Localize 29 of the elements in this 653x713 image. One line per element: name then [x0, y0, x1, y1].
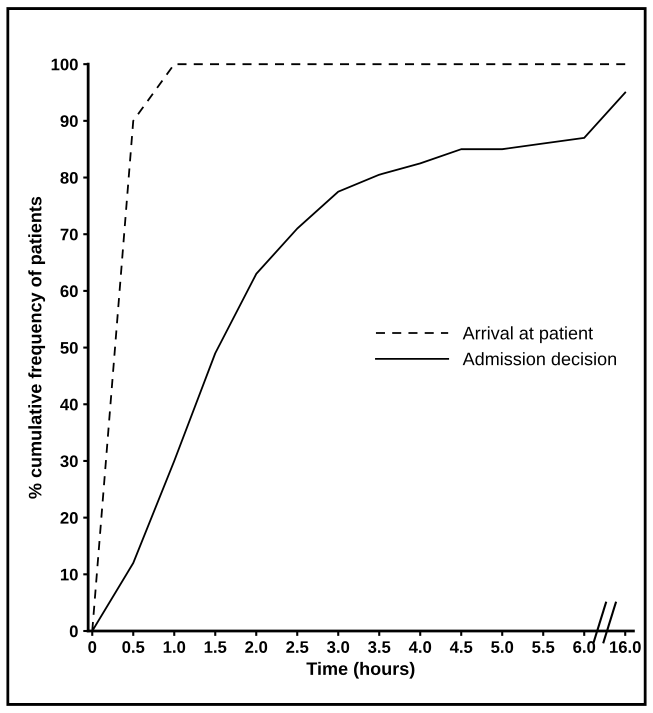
y-tick-label: 0 — [70, 625, 78, 638]
x-tick-label: 1.0 — [164, 641, 186, 653]
x-tick-label: 1.5 — [204, 641, 226, 653]
x-tick-label: 2.0 — [245, 641, 268, 653]
y-tick-label: 10 — [60, 568, 78, 581]
legend-label: Arrival at patient — [462, 326, 593, 344]
x-tick-label: 3.0 — [327, 641, 350, 653]
y-tick-label: 70 — [60, 228, 78, 240]
x-tick-label: 2.5 — [286, 641, 308, 653]
y-tick-label: 60 — [60, 285, 78, 298]
x-tick-label: 4.5 — [450, 641, 472, 653]
y-tick-label: 50 — [60, 342, 78, 354]
x-axis-title: Time (hours) — [306, 662, 414, 679]
y-tick-label: 40 — [60, 398, 78, 410]
x-tick-label: 4.0 — [408, 641, 432, 653]
x-tick-label: 6.0 — [573, 641, 596, 653]
legend-label: Admission decision — [462, 352, 616, 366]
y-tick-label: 30 — [60, 455, 78, 468]
y-tick-label: 20 — [60, 512, 78, 524]
x-tick-label: 0 — [88, 641, 96, 653]
x-tick-label: 16.0 — [610, 641, 641, 653]
x-tick-label: 0.5 — [122, 641, 144, 653]
x-tick-label: 5.0 — [491, 641, 514, 653]
y-axis-title: % cumulative frequency of patients — [28, 196, 46, 499]
x-tick-label: 5.5 — [532, 641, 554, 653]
y-tick-label: 90 — [60, 115, 78, 128]
x-tick-label: 3.5 — [368, 641, 390, 653]
y-tick-label: 100 — [52, 58, 78, 70]
y-tick-label: 80 — [60, 172, 78, 184]
